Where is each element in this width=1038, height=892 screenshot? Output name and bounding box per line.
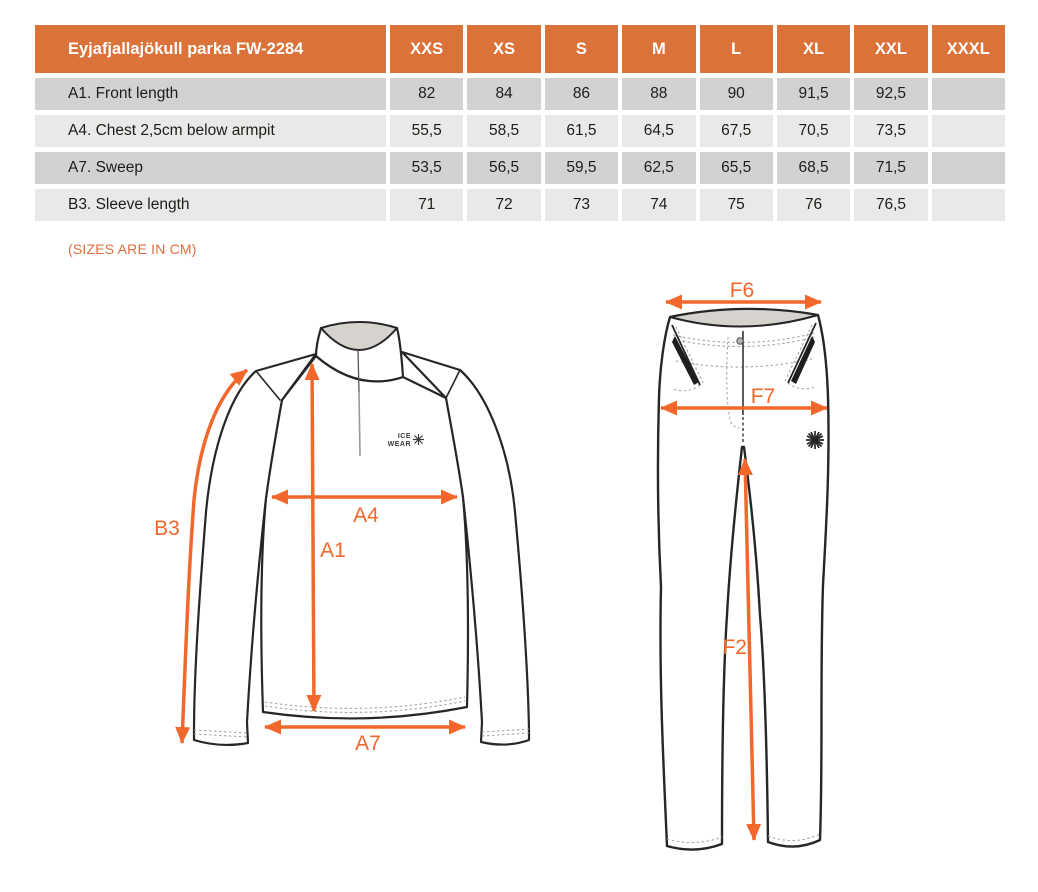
product-title: Eyjafjallajökull parka FW-2284 (35, 25, 386, 73)
right-pocket-trim (791, 336, 815, 384)
left-pocket-trim (672, 336, 699, 385)
row-label: A4. Chest 2,5cm below armpit (35, 115, 386, 147)
brand-logo-text-line2: WEAR (388, 441, 411, 448)
left-pocket-stitch (675, 326, 704, 384)
jacket-right-shoulder-seam (445, 369, 461, 399)
cell-value: 73 (544, 189, 619, 221)
cell-value: 71 (390, 189, 464, 221)
measure-label-b3: B3 (154, 517, 180, 540)
cell-value: 86 (544, 78, 619, 110)
cell-value: 56,5 (467, 152, 541, 184)
cell-value: 75 (699, 189, 773, 221)
cell-value: 73,5 (854, 115, 928, 147)
cell-value: 76,5 (854, 189, 928, 221)
measure-label-a1: A1 (320, 539, 346, 562)
pants-measurement-diagram: F6 F7 F2 (656, 279, 830, 851)
right-pocket-bag-stitch (787, 382, 816, 390)
arrow-a1-front-length (304, 363, 322, 712)
brand-snowflake-icon (413, 434, 424, 445)
table-row-front-length: A1. Front length 82 84 86 88 90 91,5 92,… (35, 78, 1005, 110)
arrow-b3-sleeve-length (175, 368, 249, 744)
jacket-body-outline (260, 354, 470, 720)
brand-logo-text-line1: ICE (398, 433, 411, 440)
cell-value: 68,5 (776, 152, 851, 184)
fly-j-stitch (726, 336, 740, 429)
cell-value: 82 (390, 78, 464, 110)
cell-value-empty (931, 189, 1005, 221)
size-header-m: M (622, 25, 696, 73)
size-chart-header-row: Eyjafjallajökull parka FW-2284 XXS XS S … (35, 25, 1005, 73)
row-label: A7. Sweep (35, 152, 386, 184)
size-chart-table: Eyjafjallajökull parka FW-2284 XXS XS S … (31, 20, 1009, 226)
arrow-f2-inseam (737, 458, 762, 841)
size-header-l: L (699, 25, 773, 73)
cell-value: 88 (622, 78, 696, 110)
cell-value: 53,5 (390, 152, 464, 184)
pants-snowflake-icon (806, 431, 824, 449)
cell-value: 70,5 (776, 115, 851, 147)
measure-label-a7: A7 (355, 732, 381, 755)
cell-value: 65,5 (699, 152, 773, 184)
cell-value: 62,5 (622, 152, 696, 184)
measure-label-f7: F7 (751, 385, 776, 408)
jacket-hem-stitch (264, 700, 466, 713)
table-row-chest: A4. Chest 2,5cm below armpit 55,5 58,5 6… (35, 115, 1005, 147)
size-header-s: S (544, 25, 619, 73)
cell-value: 72 (467, 189, 541, 221)
size-header-xs: XS (467, 25, 541, 73)
jacket-collar-opening (320, 321, 398, 351)
cell-value-empty (931, 152, 1005, 184)
right-pocket-stitch (784, 324, 813, 382)
cell-value: 64,5 (622, 115, 696, 147)
cell-value: 90 (699, 78, 773, 110)
cell-value-empty (931, 115, 1005, 147)
table-row-sweep: A7. Sweep 53,5 56,5 59,5 62,5 65,5 68,5 … (35, 152, 1005, 184)
cell-value: 91,5 (776, 78, 851, 110)
jacket-left-shoulder-seam (255, 370, 281, 401)
jacket-measurement-diagram: ICE WEAR B3 A4 A1 A7 (154, 321, 531, 755)
right-hem-stitch (767, 833, 821, 842)
jacket-hem-stitch (264, 696, 466, 709)
cell-value: 59,5 (544, 152, 619, 184)
row-label: A1. Front length (35, 78, 386, 110)
cell-value: 67,5 (699, 115, 773, 147)
cell-value: 76 (776, 189, 851, 221)
sizes-unit-note: (SIZES ARE IN CM) (68, 241, 197, 257)
jacket-right-sleeve (400, 350, 531, 746)
size-header-xxl: XXL (854, 25, 928, 73)
right-pocket-opening (787, 322, 817, 384)
cell-value: 61,5 (544, 115, 619, 147)
pants-waist-opening (669, 307, 819, 328)
size-header-xl: XL (776, 25, 851, 73)
size-header-xxs: XXS (390, 25, 464, 73)
cell-value: 84 (467, 78, 541, 110)
row-label: B3. Sleeve length (35, 189, 386, 221)
size-header-xxxl: XXXL (931, 25, 1005, 73)
measure-label-f6: F6 (730, 279, 755, 302)
cell-value: 55,5 (390, 115, 464, 147)
table-row-sleeve-length: B3. Sleeve length 71 72 73 74 75 76 76,5 (35, 189, 1005, 221)
cell-value: 74 (622, 189, 696, 221)
left-hem-stitch (666, 836, 723, 844)
measure-label-a4: A4 (353, 504, 379, 527)
left-pocket-bag-stitch (672, 384, 701, 392)
cell-value: 92,5 (854, 78, 928, 110)
cell-value: 71,5 (854, 152, 928, 184)
cell-value: 58,5 (467, 115, 541, 147)
jacket-zipper (358, 391, 361, 457)
jacket-zipper-top (357, 349, 360, 393)
measure-label-f2: F2 (722, 636, 747, 659)
cell-value-empty (931, 78, 1005, 110)
waist-button (736, 337, 744, 345)
